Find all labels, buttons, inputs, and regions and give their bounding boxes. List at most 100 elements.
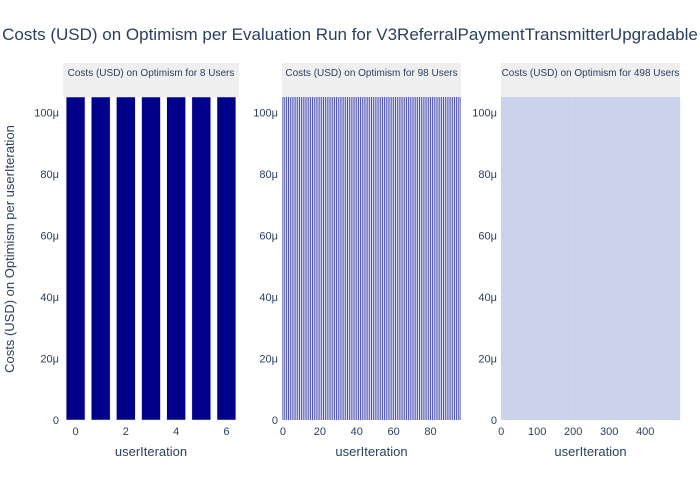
bar: [310, 97, 312, 420]
bar: [315, 97, 317, 420]
bar: [669, 97, 670, 420]
bar: [548, 97, 550, 420]
bar: [535, 97, 537, 420]
bar: [523, 97, 524, 420]
bar: [609, 97, 610, 420]
bar: [655, 97, 657, 420]
y-tick-label: 40μ: [40, 292, 59, 304]
bar: [579, 97, 581, 420]
bar: [517, 97, 519, 420]
bar: [566, 97, 567, 420]
bar: [578, 97, 580, 420]
bar: [374, 97, 376, 420]
bar: [332, 97, 334, 420]
bar: [596, 97, 598, 420]
bar: [541, 97, 542, 420]
y-tick-label: 20μ: [40, 353, 59, 365]
bar: [590, 97, 592, 420]
bar: [654, 97, 655, 420]
bar: [573, 97, 575, 420]
bar: [679, 97, 681, 420]
bar: [504, 97, 506, 420]
bar: [591, 97, 593, 420]
bar: [216, 96, 237, 421]
bar: [625, 97, 627, 420]
bar: [631, 97, 632, 420]
bar: [503, 97, 505, 420]
bar: [510, 97, 511, 420]
bar: [398, 97, 400, 420]
subplot-panels: Costs (USD) on Optimism for 8 Users 0 20μ 4…: [34, 63, 681, 459]
bar: [359, 97, 361, 420]
bar: [391, 97, 393, 420]
bar: [603, 97, 605, 420]
bar: [512, 97, 514, 420]
bar: [618, 97, 620, 420]
bar: [657, 97, 659, 420]
bar: [568, 97, 569, 420]
bar: [649, 97, 651, 420]
bar: [519, 97, 521, 420]
bar: [531, 97, 533, 420]
bar: [675, 97, 677, 420]
bar-series: [282, 97, 461, 420]
bar: [562, 97, 564, 420]
bar: [597, 97, 599, 420]
bar: [504, 97, 506, 420]
bar: [661, 97, 663, 420]
bar: [573, 97, 574, 420]
bar: [564, 97, 565, 420]
y-tick-label: 20μ: [478, 353, 497, 365]
bar: [613, 97, 614, 420]
bar: [602, 97, 604, 420]
bar: [642, 97, 644, 420]
bar: [557, 97, 559, 420]
bar: [300, 97, 302, 420]
bar: [330, 97, 332, 420]
bar: [521, 97, 523, 420]
bar: [556, 97, 557, 420]
bar: [607, 97, 608, 420]
bar: [547, 97, 548, 420]
y-tick-label: 40μ: [478, 292, 497, 304]
bar: [361, 97, 363, 420]
bar: [633, 97, 635, 420]
bar: [606, 97, 608, 420]
bar: [517, 97, 519, 420]
bar: [620, 97, 622, 420]
bar: [648, 97, 649, 420]
y-axis-title: Costs (USD) on Optimism per userIteratio…: [2, 125, 17, 373]
bar: [677, 97, 678, 420]
bar: [326, 97, 328, 420]
bar: [597, 97, 598, 420]
bar: [545, 97, 547, 420]
bar: [632, 97, 634, 420]
x-tick-label: 300: [600, 426, 618, 438]
bar: [651, 97, 652, 420]
bar: [321, 97, 323, 420]
bar: [646, 97, 648, 420]
bar: [430, 97, 432, 420]
bar: [676, 97, 677, 420]
bar: [662, 97, 663, 420]
bar: [542, 97, 543, 420]
bar: [661, 97, 662, 420]
bar: [656, 97, 658, 420]
bar: [166, 96, 186, 421]
bar: [526, 97, 527, 420]
bar: [522, 97, 524, 420]
bar: [341, 97, 343, 420]
bar: [547, 97, 548, 420]
bar: [512, 97, 514, 420]
bar: [313, 97, 315, 420]
bar: [643, 97, 644, 420]
subplot-title-strip: [63, 63, 239, 97]
x-tick-label: 0: [73, 426, 79, 438]
bar: [537, 97, 538, 420]
bar: [678, 97, 680, 420]
bar: [536, 97, 538, 420]
bar: [191, 96, 211, 421]
bar: [638, 97, 640, 420]
bar: [530, 97, 532, 420]
x-tick-label: 0: [280, 426, 286, 438]
